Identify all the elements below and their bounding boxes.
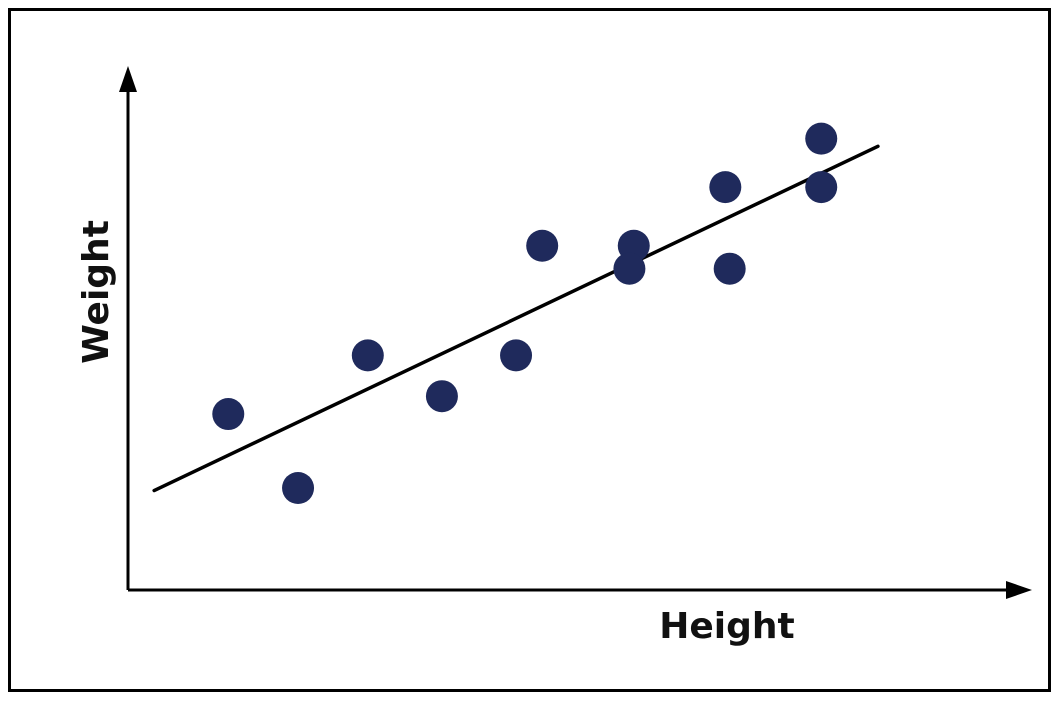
trend-line [152, 144, 880, 493]
data-points [212, 122, 838, 504]
data-point [805, 122, 838, 155]
data-point [526, 229, 559, 262]
data-point [425, 380, 458, 413]
x-axis-label: Height [659, 606, 795, 647]
data-point [212, 398, 245, 431]
data-point [351, 339, 384, 372]
data-point [709, 171, 742, 204]
data-point [805, 171, 838, 204]
data-point [713, 252, 746, 285]
y-axis-arrowhead [119, 66, 137, 92]
data-point [500, 339, 533, 372]
x-axis-arrowhead [1006, 581, 1032, 599]
data-point [613, 252, 646, 285]
y-axis-label: Weight [76, 220, 117, 364]
data-point [282, 472, 315, 504]
